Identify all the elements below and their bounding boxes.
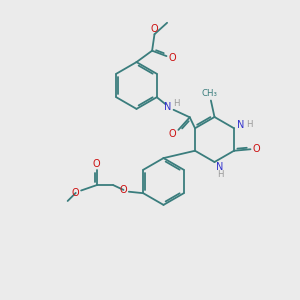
Text: H: H: [246, 120, 252, 129]
Text: O: O: [72, 188, 80, 199]
Text: O: O: [169, 129, 176, 139]
Text: O: O: [151, 24, 158, 34]
Text: N: N: [237, 120, 244, 130]
Text: CH₃: CH₃: [201, 89, 218, 98]
Text: O: O: [253, 144, 260, 154]
Text: N: N: [164, 102, 172, 112]
Text: O: O: [168, 52, 176, 63]
Text: O: O: [120, 185, 127, 195]
Text: N: N: [216, 162, 224, 172]
Text: H: H: [217, 170, 223, 179]
Text: O: O: [93, 159, 100, 169]
Text: H: H: [173, 99, 179, 108]
